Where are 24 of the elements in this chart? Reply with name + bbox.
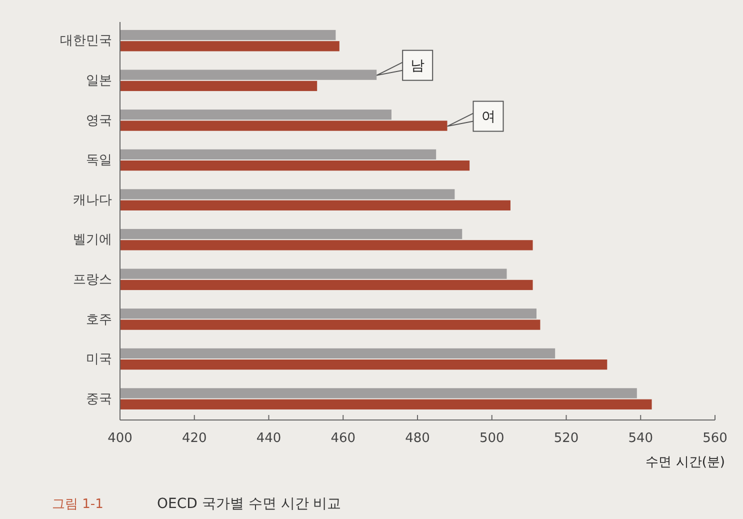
y-tick-label: 벨기에 — [73, 232, 112, 248]
x-tick-label: 440 — [256, 431, 282, 446]
text: 남 — [410, 58, 425, 74]
y-tick-label: 중국 — [86, 392, 112, 407]
x-tick-label: 540 — [628, 431, 654, 446]
x-tick-label: 480 — [405, 431, 430, 446]
x-tick-label: 400 — [108, 431, 132, 446]
x-tick-label: 520 — [554, 431, 579, 446]
caption: 그림 1-1 — [52, 497, 104, 512]
y-tick-label: 프랑스 — [73, 272, 112, 288]
y-tick-label: 대한민국 — [60, 34, 112, 49]
x-axis-title: 수면 시간(분) — [646, 455, 725, 470]
text: OECD 국가별 수면 시간 비교 — [157, 496, 342, 512]
y-tick-label: 호주 — [86, 312, 112, 328]
x-tick-label: 500 — [479, 431, 504, 446]
y-tick-label: 일본 — [86, 73, 112, 88]
y-tick-label: 미국 — [86, 352, 112, 368]
y-tick-label: 캐나다 — [73, 192, 112, 208]
x-tick-label: 560 — [702, 431, 728, 446]
x-tick-label: 460 — [330, 431, 356, 446]
y-tick-label: 독일 — [86, 153, 112, 168]
y-tick-label: 영국 — [86, 113, 112, 128]
x-tick-label: 420 — [182, 431, 207, 446]
text: 여 — [481, 109, 496, 126]
